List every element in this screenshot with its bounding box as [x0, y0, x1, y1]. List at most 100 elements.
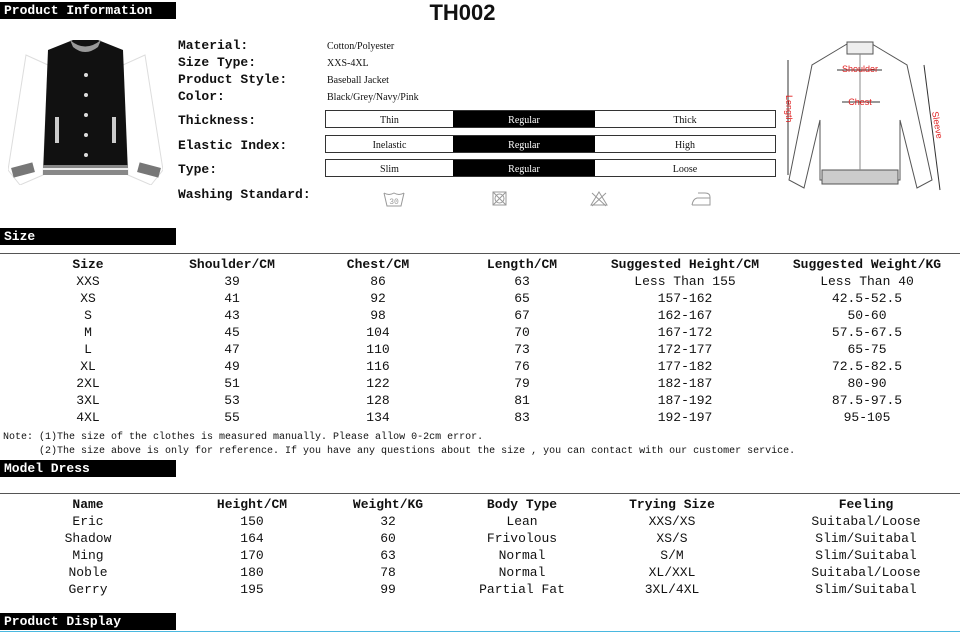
table-cell: Slim/Suitabal: [815, 531, 917, 546]
table-cell: Suggested Weight/KG: [792, 257, 942, 272]
table-cell: 164: [240, 531, 264, 546]
table-cell: 53: [224, 393, 240, 408]
table-cell: 76: [514, 359, 530, 374]
table-cell: Suggested Height/CM: [610, 257, 760, 272]
table-cell: 134: [366, 410, 390, 425]
table-row: XXS 39 86 63 Less Than 155 Less Than 40: [0, 273, 960, 290]
section-header-product-display: Product Display: [0, 613, 176, 630]
size-table: Size Shoulder/CM Chest/CM Length/CM Suggeste…: [0, 256, 960, 426]
table-cell: Slim/Suitabal: [815, 548, 917, 563]
table-cell: 65-75: [847, 342, 887, 357]
table-row: Gerry 195 99 Partial Fat 3XL/4XL Slim/Suitaba…: [0, 581, 960, 598]
table-cell: 122: [366, 376, 390, 391]
note-line-2: (2)The size above is only for reference.…: [3, 446, 796, 457]
table-cell: 49: [224, 359, 240, 374]
table-cell: Suitabal/Loose: [811, 514, 921, 529]
table-cell: L: [84, 342, 92, 357]
option-high: High: [675, 140, 695, 151]
table-cell: 110: [366, 342, 390, 357]
table-cell: 2XL: [76, 376, 100, 391]
product-code: TH002: [429, 0, 496, 25]
table-cell: 86: [370, 274, 386, 289]
size-type-label: Size Type:: [178, 55, 257, 70]
option-regular-selected: Regular: [453, 160, 595, 176]
table-cell: Size: [72, 257, 104, 272]
table-cell: 67: [514, 308, 530, 323]
table-cell: Weight/KG: [352, 497, 424, 512]
table-cell: 4XL: [76, 410, 100, 425]
table-cell: XXS/XS: [648, 514, 696, 529]
table-cell: 81: [514, 393, 530, 408]
table-cell: 43: [224, 308, 240, 323]
table-cell: 172-177: [657, 342, 713, 357]
table-cell: 170: [240, 548, 264, 563]
section-header-product-information: Product Information: [0, 2, 176, 19]
table-cell: Gerry: [68, 582, 108, 597]
table-row: Noble 180 78 Normal XL/XXL Suitabal/Loose: [0, 564, 960, 581]
table-cell: Less Than 155: [634, 274, 736, 289]
svg-text:30: 30: [389, 198, 399, 207]
table-cell: XL/XXL: [648, 565, 696, 580]
table-cell: Shadow: [64, 531, 112, 546]
table-cell: Suitabal/Loose: [811, 565, 921, 580]
table-cell: 42.5-52.5: [831, 291, 903, 306]
table-cell: 83: [514, 410, 530, 425]
jacket-image: [8, 40, 163, 185]
divider: [0, 253, 960, 254]
table-cell: 72.5-82.5: [831, 359, 903, 374]
table-cell: 80-90: [847, 376, 887, 391]
option-regular-selected: Regular: [453, 136, 595, 152]
table-cell: 180: [240, 565, 264, 580]
table-cell: 65: [514, 291, 530, 306]
table-cell: Eric: [72, 514, 104, 529]
no-tumble-dry-icon: [492, 191, 507, 206]
sleeve-label: Sleeve: [930, 111, 945, 140]
table-cell: M: [84, 325, 92, 340]
option-thin: Thin: [380, 115, 399, 126]
table-cell: 157-162: [657, 291, 713, 306]
divider: [0, 493, 960, 494]
table-cell: XS: [80, 291, 96, 306]
table-cell: 192-197: [657, 410, 713, 425]
section-header-size: Size: [0, 228, 176, 245]
table-cell: 70: [514, 325, 530, 340]
table-cell: Feeling: [838, 497, 894, 512]
table-cell: 150: [240, 514, 264, 529]
table-row: 2XL 51 122 79 182-187 80-90: [0, 375, 960, 392]
color-value: Black/Grey/Navy/Pink: [327, 92, 419, 103]
table-cell: XL: [80, 359, 96, 374]
product-style-label: Product Style:: [178, 72, 288, 87]
table-row: 3XL 53 128 81 187-192 87.5-97.5: [0, 392, 960, 409]
table-cell: Normal: [498, 548, 546, 563]
washing-standard-label: Washing Standard:: [178, 187, 311, 202]
table-cell: 39: [224, 274, 240, 289]
table-cell: S/M: [660, 548, 684, 563]
color-label: Color:: [178, 89, 225, 104]
table-cell: 57.5-67.5: [831, 325, 903, 340]
table-cell: Frivolous: [486, 531, 558, 546]
option-regular-selected: Regular: [453, 111, 595, 127]
table-cell: 78: [380, 565, 396, 580]
table-row: Shadow 164 60 Frivolous XS/S Slim/Suitabal: [0, 530, 960, 547]
table-cell: Slim/Suitabal: [815, 582, 917, 597]
table-row: XS 41 92 65 157-162 42.5-52.5: [0, 290, 960, 307]
table-cell: 99: [380, 582, 396, 597]
elastic-index-label: Elastic Index:: [178, 138, 288, 153]
table-cell: 3XL/4XL: [644, 582, 700, 597]
table-cell: Trying Size: [629, 497, 715, 512]
table-cell: 45: [224, 325, 240, 340]
iron-low-icon: [691, 192, 711, 206]
table-cell: Height/CM: [216, 497, 288, 512]
table-cell: 92: [370, 291, 386, 306]
table-cell: 47: [224, 342, 240, 357]
thickness-label: Thickness:: [178, 113, 257, 128]
table-cell: Chest/CM: [346, 257, 410, 272]
table-cell: 187-192: [657, 393, 713, 408]
table-cell: Noble: [68, 565, 108, 580]
type-label: Type:: [178, 162, 218, 177]
table-row: Eric 150 32 Lean XXS/XS Suitabal/Loose: [0, 513, 960, 530]
table-cell: 177-182: [657, 359, 713, 374]
table-row: L 47 110 73 172-177 65-75: [0, 341, 960, 358]
table-cell: Length/CM: [486, 257, 558, 272]
elastic-scale: Inelastic Regular High: [325, 135, 776, 153]
